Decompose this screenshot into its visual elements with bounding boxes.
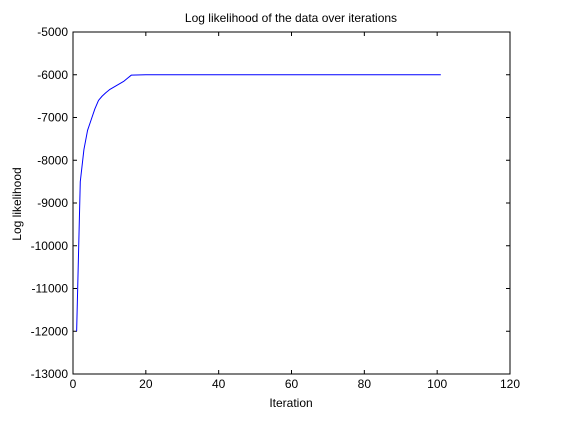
y-tick-label: -12000: [31, 324, 69, 338]
x-tick-label: 80: [358, 377, 372, 391]
y-tick-label: -13000: [31, 367, 69, 381]
x-axis-label: Iteration: [269, 396, 312, 410]
y-tick-label: -8000: [37, 153, 68, 167]
x-tick-label: 40: [212, 377, 226, 391]
y-tick-label: -9000: [37, 196, 68, 210]
plot-frame: [73, 32, 510, 374]
y-tick-label: -5000: [37, 25, 68, 39]
y-tick-label: -6000: [37, 68, 68, 82]
y-tick-label: -10000: [31, 239, 69, 253]
y-axis-label: Log likelihood: [10, 167, 24, 240]
x-tick-label: 60: [285, 377, 299, 391]
x-tick-label: 120: [500, 377, 520, 391]
y-tick-label: -7000: [37, 111, 68, 125]
y-tick-label: -11000: [32, 282, 69, 296]
plot-area: 0 20 40 60 80 100 120 -13000 -12000 -11000 -10000 -…: [31, 25, 521, 391]
x-tick-label: 100: [427, 377, 447, 391]
x-tick-label: 20: [139, 377, 153, 391]
chart-title: Log likelihood of the data over iteratio…: [185, 11, 397, 25]
x-tick-label: 0: [70, 377, 77, 391]
